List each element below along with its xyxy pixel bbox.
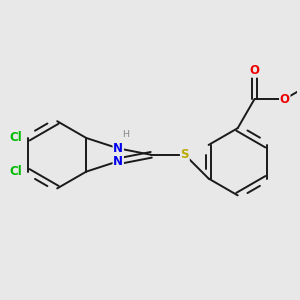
Text: N: N [113,155,123,168]
Text: O: O [280,93,290,106]
Text: O: O [250,64,260,77]
Text: Cl: Cl [9,165,22,178]
Text: N: N [113,142,123,155]
Text: H: H [122,130,129,139]
Text: Cl: Cl [9,131,22,145]
Text: S: S [181,148,189,161]
